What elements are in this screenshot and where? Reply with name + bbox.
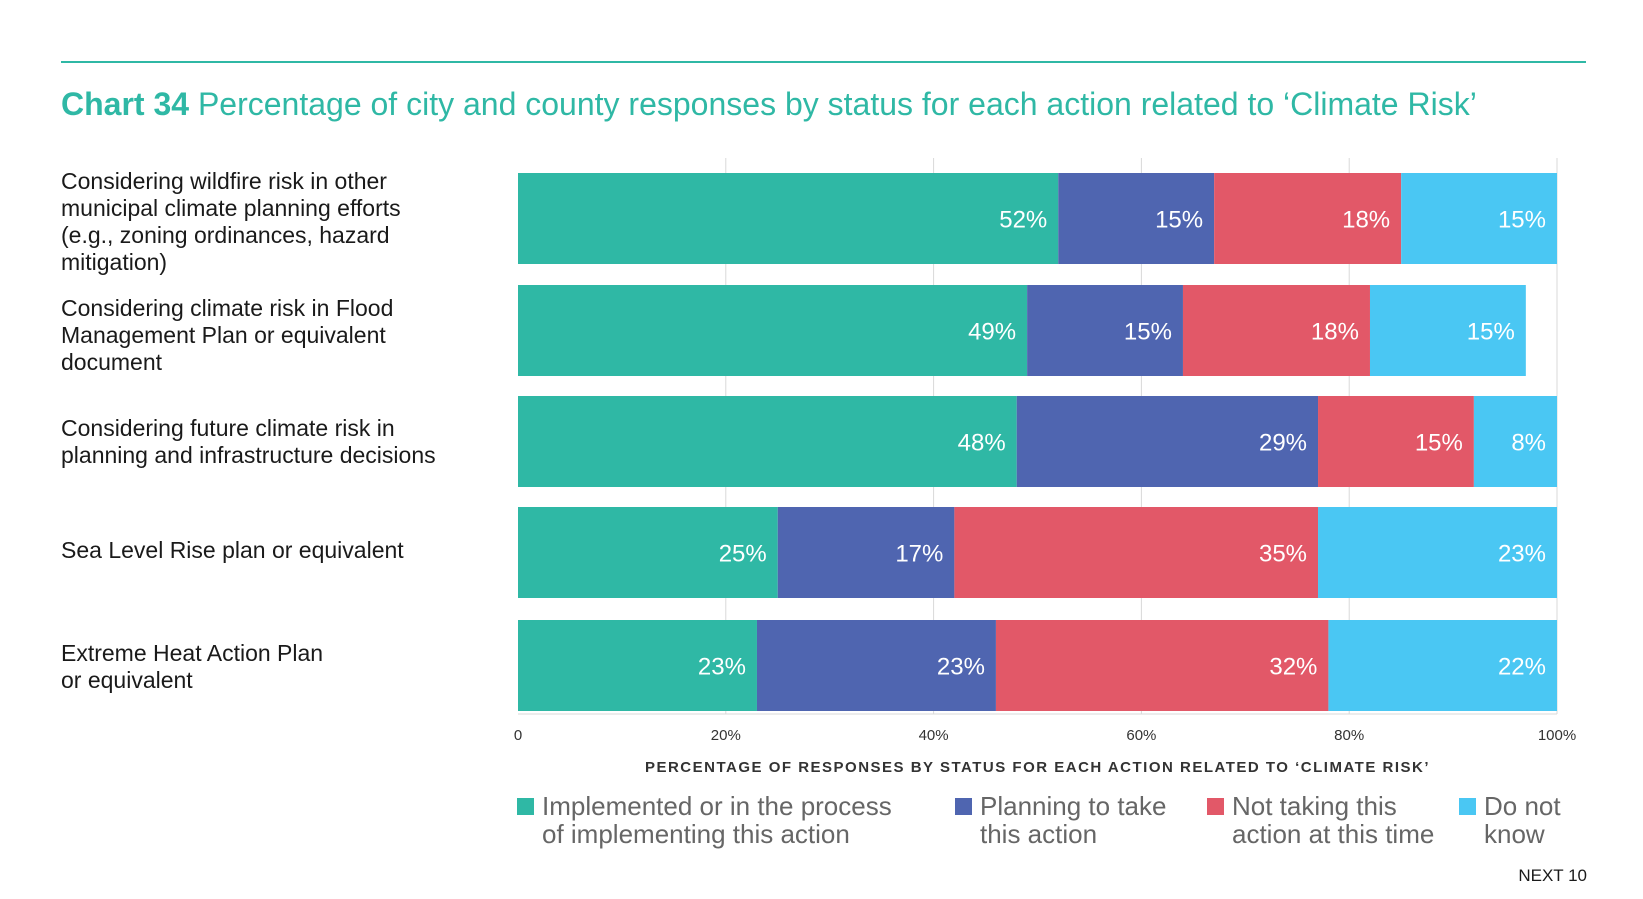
x-axis-title: PERCENTAGE OF RESPONSES BY STATUS FOR EA… — [645, 759, 1430, 776]
category-label-line: Extreme Heat Action Plan — [61, 640, 324, 666]
data-label: 18% — [1342, 207, 1390, 234]
data-label: 25% — [719, 541, 767, 568]
bar-segment-not-taking — [954, 507, 1319, 598]
bar-segment-not-taking — [1318, 396, 1474, 487]
category-label-line: Considering future climate risk in — [61, 415, 395, 441]
category-label-line: Considering climate risk in Flood — [61, 295, 394, 321]
legend-item-do-not-know: Do not know — [1459, 792, 1589, 852]
legend-label-line: of implementing this action — [542, 819, 850, 849]
top-rule — [61, 61, 1586, 63]
legend-swatch-planning — [955, 798, 972, 815]
x-tick-label: 20% — [711, 727, 741, 744]
bar-segment-do-not-know — [1318, 507, 1557, 598]
data-label: 15% — [1467, 319, 1515, 346]
category-label-line: document — [61, 349, 163, 375]
data-label: 52% — [999, 207, 1047, 234]
data-label: 29% — [1259, 430, 1307, 457]
category-label-4: Sea Level Rise plan or equivalent — [61, 537, 404, 564]
bar-segment-implemented — [518, 285, 1028, 376]
legend-label-line: Do not — [1484, 791, 1561, 821]
data-label: 35% — [1259, 541, 1307, 568]
legend-label-line: Planning to take — [980, 791, 1167, 821]
bar-segment-implemented — [518, 396, 1017, 487]
bar-segment-implemented — [518, 620, 757, 711]
data-label: 15% — [1415, 430, 1463, 457]
data-label: 32% — [1269, 654, 1317, 681]
x-tick-label: 60% — [1126, 727, 1156, 744]
chart-title-text: Percentage of city and county responses … — [197, 86, 1477, 122]
bar-segment-not-taking — [1214, 173, 1402, 264]
legend-label-line: Not taking this — [1232, 791, 1397, 821]
legend-label-planning: Planning to take this action — [980, 792, 1166, 848]
bar-segment-not-taking — [1182, 285, 1370, 376]
category-label-line: (e.g., zoning ordinances, hazard — [61, 222, 390, 248]
category-label-line: mitigation) — [61, 249, 168, 275]
x-tick-label: 80% — [1334, 727, 1364, 744]
legend-label-line: Implemented or in the process — [542, 791, 892, 821]
bar-segment-not-taking — [995, 620, 1329, 711]
bar-segment-implemented — [518, 507, 778, 598]
data-label: 15% — [1498, 207, 1546, 234]
legend-label-do-not-know: Do not know — [1484, 792, 1561, 848]
x-tick-label: 100% — [1538, 727, 1576, 744]
category-label-line: Considering wildfire risk in other — [61, 168, 387, 194]
data-label: 23% — [937, 654, 985, 681]
legend-label-implemented: Implemented or in the process of impleme… — [542, 792, 892, 848]
legend-label-line: action at this time — [1232, 819, 1435, 849]
data-label: 22% — [1498, 654, 1546, 681]
bar-segment-planning — [777, 507, 955, 598]
bar-segment-do-not-know — [1401, 173, 1557, 264]
bar-segment-implemented — [518, 173, 1059, 264]
bar-segment-do-not-know — [1473, 396, 1557, 487]
x-tick-label: 0 — [514, 727, 522, 744]
data-label: 23% — [1498, 541, 1546, 568]
bar-segment-planning — [756, 620, 996, 711]
footer-brand: NEXT 10 — [1518, 866, 1587, 885]
data-label: 48% — [958, 430, 1006, 457]
data-label: 8% — [1511, 430, 1546, 457]
data-label: 15% — [1124, 319, 1172, 346]
category-label-2: Considering climate risk in Flood Manage… — [61, 295, 393, 376]
category-label-1: Considering wildfire risk in other munic… — [61, 168, 401, 276]
bar-segment-do-not-know — [1369, 285, 1526, 376]
legend-item-planning: Planning to take this action — [955, 792, 1195, 852]
bar-segment-planning — [1058, 173, 1215, 264]
category-label-line: or equivalent — [61, 667, 193, 693]
legend-item-implemented: Implemented or in the process of impleme… — [517, 792, 917, 852]
legend-swatch-implemented — [517, 798, 534, 815]
bar-segment-planning — [1027, 285, 1183, 376]
category-label-line: Sea Level Rise plan or equivalent — [61, 537, 404, 563]
data-label: 15% — [1155, 207, 1203, 234]
chart-number: Chart 34 — [61, 86, 190, 122]
category-label-line: planning and infrastructure decisions — [61, 442, 436, 468]
legend-label-line: this action — [980, 819, 1098, 849]
category-label-3: Considering future climate risk in plann… — [61, 415, 436, 469]
bar-segment-do-not-know — [1328, 620, 1557, 711]
category-label-line: Management Plan or equivalent — [61, 322, 386, 348]
data-label: 17% — [895, 541, 943, 568]
chart-title: Chart 34 Percentage of city and county r… — [61, 86, 1477, 123]
category-label-line: municipal climate planning efforts — [61, 195, 401, 221]
x-tick-label: 40% — [919, 727, 949, 744]
data-label: 49% — [968, 319, 1016, 346]
bar-segment-planning — [1016, 396, 1319, 487]
legend-item-not-taking: Not taking this action at this time — [1207, 792, 1447, 852]
legend-label-not-taking: Not taking this action at this time — [1232, 792, 1434, 848]
legend-label-line: know — [1484, 819, 1545, 849]
data-label: 18% — [1311, 319, 1359, 346]
data-label: 23% — [698, 654, 746, 681]
legend-swatch-do-not-know — [1459, 798, 1476, 815]
category-label-5: Extreme Heat Action Plan or equivalent — [61, 640, 323, 694]
legend-swatch-not-taking — [1207, 798, 1224, 815]
